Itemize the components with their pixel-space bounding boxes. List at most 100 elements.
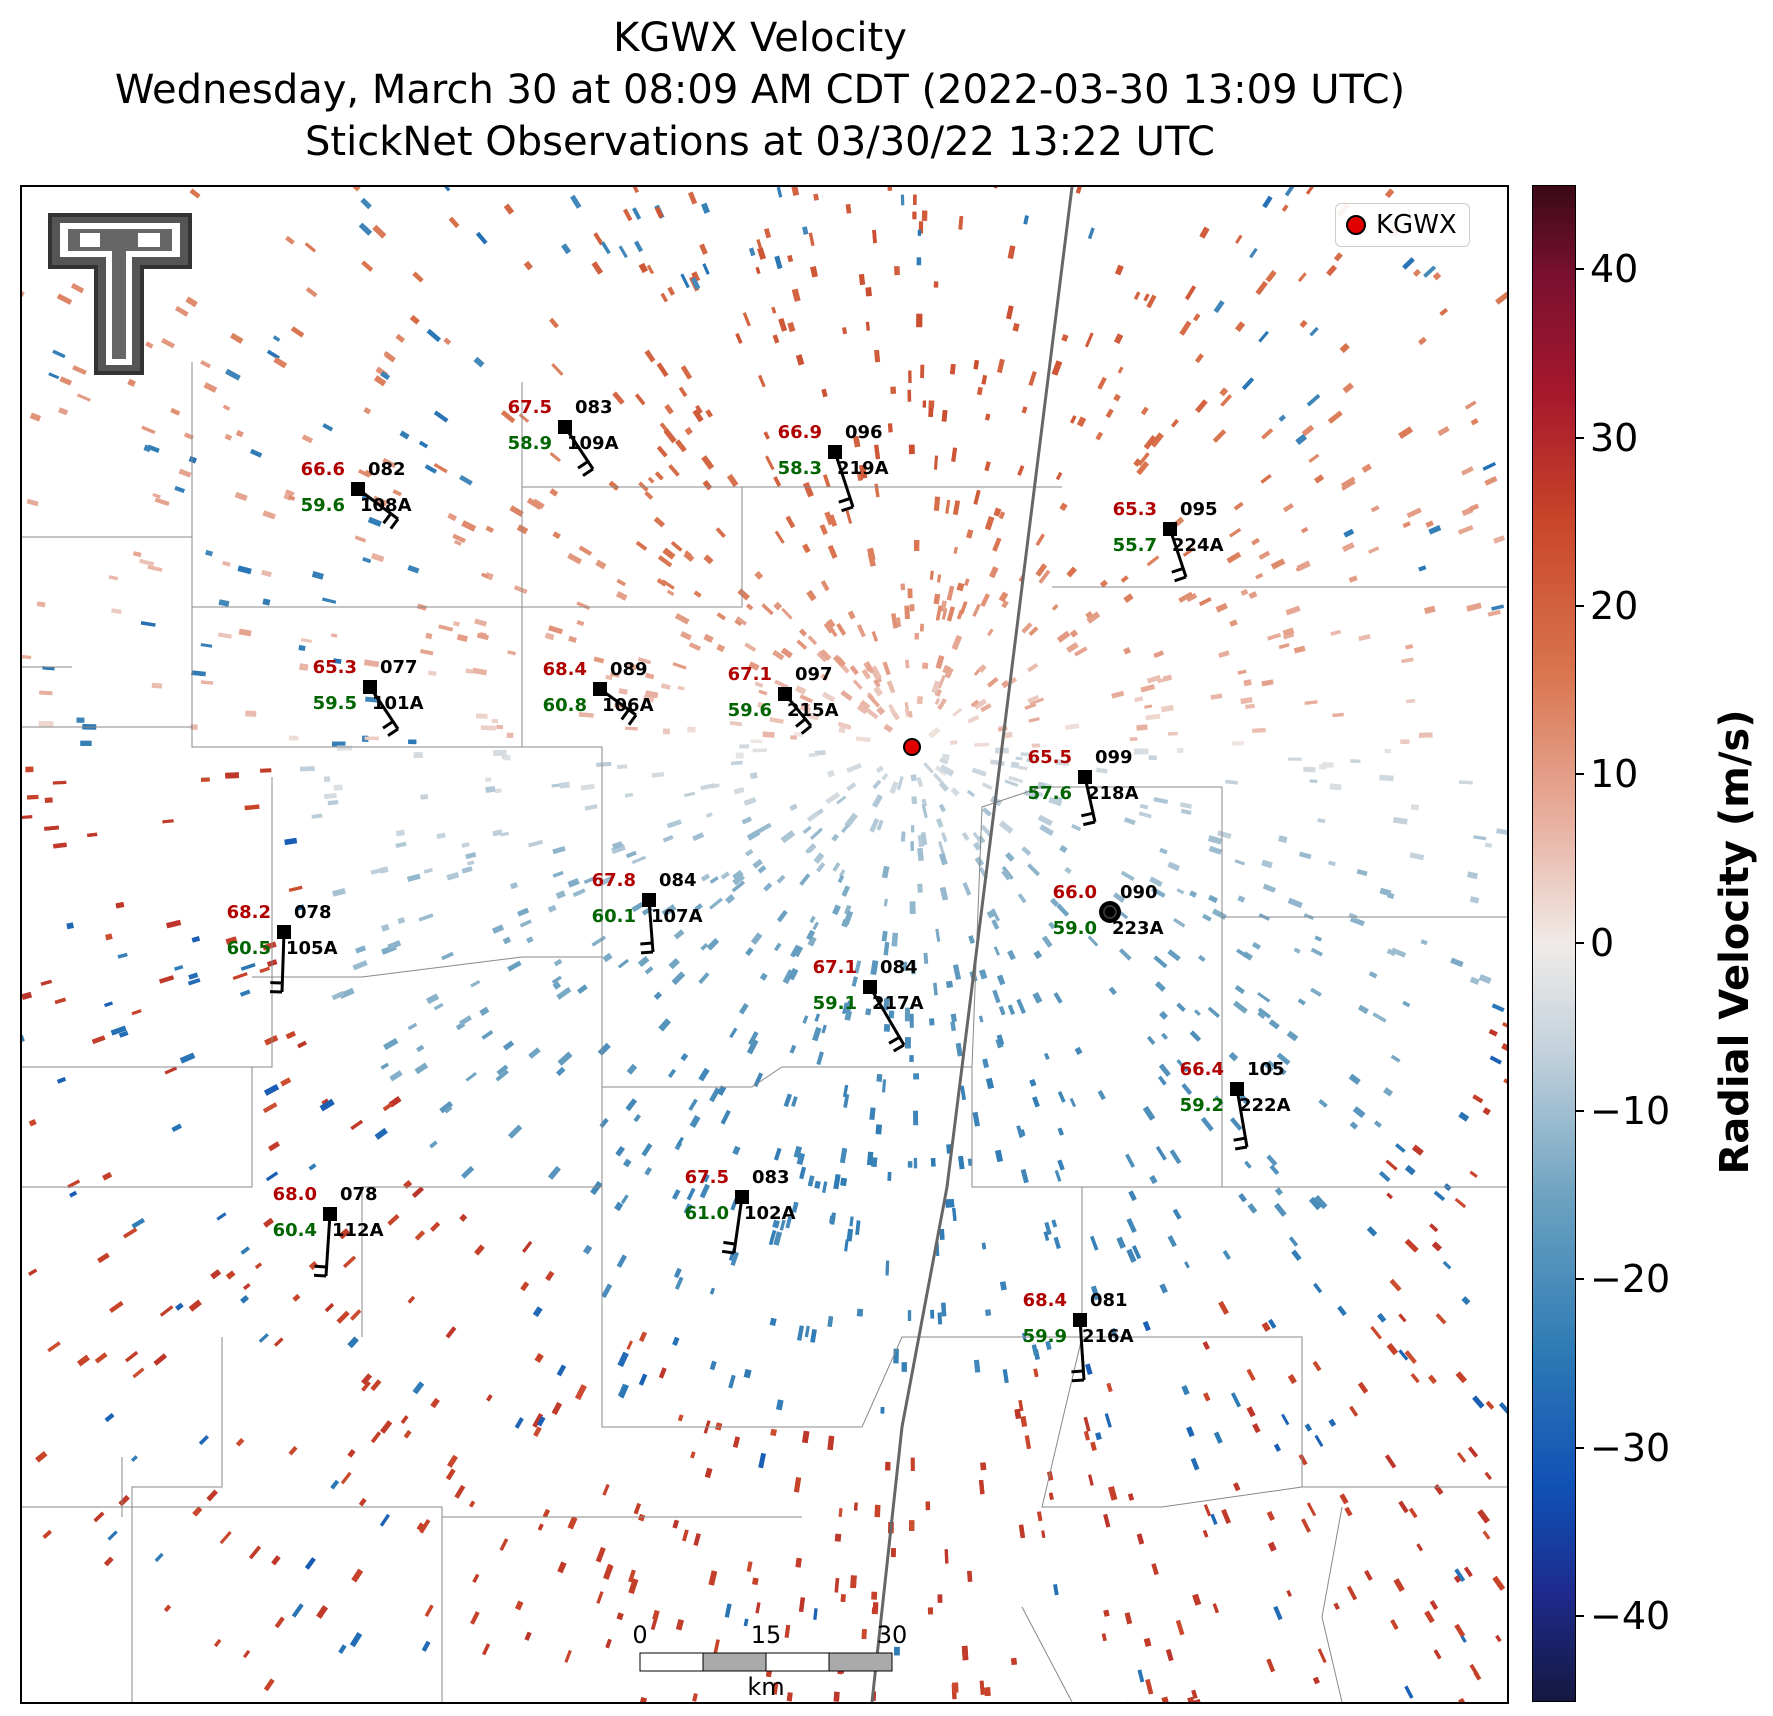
station-marker-icon (593, 682, 607, 696)
sticknet-stations: 67.5 083 58.9 109A 66.9 096 58.3 219A 66.6 082 59.… (227, 397, 1291, 1383)
station-marker-icon (323, 1207, 337, 1221)
title-line-1: KGWX Velocity (613, 15, 907, 61)
station-wind-direction: 105 (1247, 1059, 1285, 1080)
station-temperature: 68.0 (273, 1184, 317, 1205)
colorbar-tick (1575, 604, 1584, 607)
station-dewpoint: 59.6 (728, 700, 772, 721)
station-108A[interactable]: 66.6 082 59.6 108A (301, 459, 412, 530)
station-wind-direction: 083 (575, 397, 613, 418)
title-line-2: Wednesday, March 30 at 08:09 AM CDT (202… (114, 67, 1406, 113)
station-id: 108A (360, 495, 412, 516)
station-temperature: 65.5 (1028, 747, 1072, 768)
station-wind-direction: 084 (659, 870, 697, 891)
scale-label-15: 15 (751, 1621, 782, 1649)
station-218A[interactable]: 65.5 099 57.6 218A (1028, 747, 1139, 827)
station-223A[interactable]: 66.0 090 59.0 223A (1053, 882, 1164, 939)
station-dewpoint: 60.1 (592, 906, 636, 927)
scale-label-0: 0 (632, 1621, 647, 1649)
colorbar-tick (1575, 773, 1584, 776)
station-wind-direction: 077 (380, 657, 418, 678)
station-dewpoint: 59.9 (1023, 1326, 1067, 1347)
station-216A[interactable]: 68.4 081 59.9 216A (1023, 1290, 1134, 1383)
station-temperature: 66.9 (778, 422, 822, 443)
station-marker-icon (828, 445, 842, 459)
station-217A[interactable]: 67.1 084 59.1 217A (813, 957, 924, 1053)
radar-site-marker[interactable] (896, 731, 928, 763)
station-marker-icon (1163, 522, 1177, 536)
colorbar-label: Radial Velocity (m/s) (1712, 709, 1758, 1175)
station-107A[interactable]: 67.8 084 60.1 107A (592, 870, 703, 955)
station-wind-direction: 095 (1180, 499, 1218, 520)
station-id: 219A (837, 458, 889, 479)
station-marker-icon (642, 893, 656, 907)
station-wind-direction: 082 (368, 459, 406, 480)
station-112A[interactable]: 68.0 078 60.4 112A (273, 1184, 384, 1278)
radar-marker-icon (1346, 215, 1366, 235)
colorbar-tick (1575, 268, 1584, 271)
colorbar-tick (1575, 941, 1584, 944)
station-101A[interactable]: 65.3 077 59.5 101A (313, 657, 424, 737)
colorbar-tick (1575, 1278, 1584, 1281)
station-temperature: 68.2 (227, 902, 271, 923)
station-id: 107A (651, 906, 703, 927)
scale-unit-label: km (747, 1673, 784, 1701)
station-215A[interactable]: 67.1 097 59.6 215A (728, 664, 839, 735)
station-marker-icon (863, 980, 877, 994)
colorbar-tick-label: −30 (1590, 1425, 1671, 1470)
station-marker-icon (1230, 1082, 1244, 1096)
map-legend: KGWX (1335, 203, 1470, 247)
state-border (870, 187, 1074, 1702)
scale-label-30: 30 (877, 1621, 908, 1649)
station-dewpoint: 60.5 (227, 938, 271, 959)
station-id: 101A (372, 693, 424, 714)
station-105A[interactable]: 68.2 078 60.5 105A (227, 902, 338, 994)
station-id: 222A (1239, 1095, 1291, 1116)
station-id: 223A (1112, 918, 1164, 939)
station-temperature: 67.5 (685, 1167, 729, 1188)
wind-barb-icon (833, 451, 855, 508)
station-224A[interactable]: 65.3 095 55.7 224A (1113, 499, 1224, 583)
velocity-colorbar (1532, 185, 1576, 1702)
station-id: 112A (332, 1220, 384, 1241)
wind-barb-icon (1083, 776, 1097, 823)
colorbar-tick-label: 0 (1590, 920, 1615, 965)
station-109A[interactable]: 67.5 083 58.9 109A (508, 397, 619, 477)
velocity-echoes (22, 187, 1507, 1702)
station-106A[interactable]: 68.4 089 60.8 106A (543, 659, 654, 726)
wind-barb-icon (1235, 1088, 1249, 1148)
station-dewpoint: 57.6 (1028, 783, 1072, 804)
colorbar-tick-label: −20 (1590, 1257, 1671, 1302)
station-219A[interactable]: 66.9 096 58.3 219A (778, 422, 889, 513)
station-id: 109A (567, 433, 619, 454)
station-temperature: 66.4 (1180, 1059, 1224, 1080)
station-temperature: 65.3 (313, 657, 357, 678)
station-id: 216A (1082, 1326, 1134, 1347)
station-wind-direction: 089 (610, 659, 648, 680)
colorbar-tick (1575, 1109, 1584, 1112)
station-wind-direction: 097 (795, 664, 833, 685)
station-temperature: 66.6 (301, 459, 345, 480)
station-dewpoint: 59.6 (301, 495, 345, 516)
radar-map[interactable]: 0 15 30 km 67.5 083 58.9 109A 66.9 096 58.3 219… (20, 185, 1509, 1704)
colorbar-tick (1575, 1446, 1584, 1449)
station-wind-direction: 090 (1120, 882, 1158, 903)
station-id: 102A (744, 1203, 796, 1224)
station-dewpoint: 58.3 (778, 458, 822, 479)
station-dewpoint: 59.5 (313, 693, 357, 714)
station-dewpoint: 60.4 (273, 1220, 317, 1241)
station-temperature: 68.4 (1023, 1290, 1067, 1311)
station-dewpoint: 59.2 (1180, 1095, 1224, 1116)
radar-map-canvas: 0 15 30 km 67.5 083 58.9 109A 66.9 096 58.3 219… (22, 187, 1507, 1702)
station-id: 215A (787, 700, 839, 721)
colorbar-tick-label: 10 (1590, 752, 1639, 797)
station-wind-direction: 084 (880, 957, 918, 978)
station-wind-direction: 078 (340, 1184, 378, 1205)
station-temperature: 67.5 (508, 397, 552, 418)
station-102A[interactable]: 67.5 083 61.0 102A (685, 1167, 796, 1255)
station-marker-icon (778, 687, 792, 701)
station-temperature: 67.1 (813, 957, 857, 978)
station-222A[interactable]: 66.4 105 59.2 222A (1180, 1059, 1291, 1151)
station-dewpoint: 60.8 (543, 695, 587, 716)
station-marker-icon (735, 1190, 749, 1204)
wind-barb-icon (324, 1213, 332, 1277)
